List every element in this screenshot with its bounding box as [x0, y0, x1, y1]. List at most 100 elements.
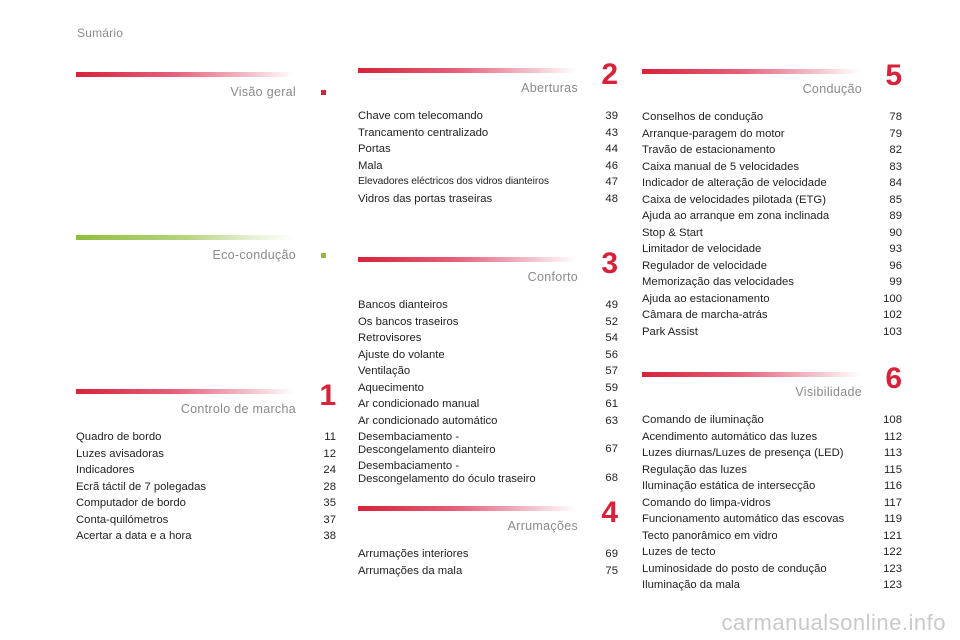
toc-item-page: 11	[324, 431, 336, 443]
section-bar	[358, 68, 576, 73]
toc-item[interactable]: Luzes diurnas/Luzes de presença (LED) 113	[642, 445, 902, 462]
section-title[interactable]: Conforto	[527, 270, 578, 284]
section-title[interactable]: Visibilidade	[795, 385, 862, 399]
section-title[interactable]: Arrumações	[507, 519, 578, 533]
toc-item-label: Luzes avisadoras	[76, 447, 164, 460]
toc-item[interactable]: Portas 44	[358, 141, 618, 158]
section-title[interactable]: Eco-condução	[212, 248, 296, 262]
toc-item[interactable]: Ajuda ao arranque em zona inclinada 89	[642, 208, 902, 225]
toc-item-label: Desembaciamento - Descongelamento do ócul…	[358, 460, 588, 486]
toc-item-label: Luminosidade do posto de condução	[642, 562, 827, 575]
toc-item-label-line: Desembaciamento -	[358, 460, 460, 472]
toc-item[interactable]: Comando de iluminação 108	[642, 412, 902, 429]
section-title[interactable]: Condução	[802, 82, 862, 96]
toc-item-label: Arrumações interiores	[358, 548, 469, 560]
section-title[interactable]: Controlo de marcha	[180, 402, 296, 416]
toc-item-page: 113	[883, 447, 902, 459]
toc-item-label: Elevadores eléctricos dos vidros diantei…	[358, 176, 549, 187]
toc-item-page: 85	[889, 193, 902, 206]
toc-item[interactable]: Elevadores eléctricos dos vidros diantei…	[358, 174, 618, 191]
toc-item[interactable]: Tecto panorâmico em vidro 121	[642, 528, 902, 545]
toc-item[interactable]: Mala 46	[358, 158, 618, 175]
toc-item[interactable]: Conta-quilómetros 37	[76, 512, 336, 529]
toc-item-page: 46	[605, 159, 618, 172]
toc-item[interactable]: Bancos dianteiros 49	[358, 297, 618, 314]
toc-item[interactable]: Aquecimento 59	[358, 380, 618, 397]
toc-item-page: 47	[605, 176, 618, 188]
toc-item[interactable]: Iluminação estática de intersecção 116	[642, 478, 902, 495]
toc-item[interactable]: Limitador de velocidade 93	[642, 241, 902, 258]
section-title[interactable]: Aberturas	[521, 81, 578, 95]
toc-item[interactable]: Câmara de marcha-atrás 102	[642, 307, 902, 324]
toc-item-page: 100	[883, 292, 902, 305]
section-number: 1	[319, 379, 336, 412]
toc-item-label: Conta-quilómetros	[76, 513, 169, 526]
toc-item[interactable]: Ajuda ao estacionamento 100	[642, 291, 902, 308]
toc-item[interactable]: Regulação das luzes 115	[642, 462, 902, 479]
toc-item[interactable]: Funcionamento automático das escovas 119	[642, 511, 902, 528]
toc-item[interactable]: Ar condicionado automático 63	[358, 413, 618, 430]
toc-item[interactable]: Ar condicionado manual 61	[358, 396, 618, 413]
toc-item[interactable]: Acendimento automático das luzes 112	[642, 429, 902, 446]
toc-item-label: Aquecimento	[358, 381, 424, 394]
toc-item[interactable]: Computador de bordo 35	[76, 495, 336, 512]
toc-item[interactable]: Caixa de velocidades pilotada (ETG) 85	[642, 192, 902, 209]
toc-item[interactable]: Iluminação da mala 123	[642, 577, 902, 594]
toc-item[interactable]: Acertar a data e a hora 38	[76, 528, 336, 545]
toc-list: Comando de iluminação 108 Acendimento aut…	[642, 412, 902, 594]
toc-item[interactable]: Arranque-paragem do motor 79	[642, 126, 902, 143]
toc-item[interactable]: Arrumações da mala 75	[358, 563, 618, 580]
section-bar	[642, 69, 860, 74]
section-visibilidade: Visibilidade 6 Comando de iluminação 108 …	[642, 364, 902, 594]
toc-item[interactable]: Os bancos traseiros 52	[358, 314, 618, 331]
toc-item[interactable]: Ventilação 57	[358, 363, 618, 380]
toc-item[interactable]: Quadro de bordo 11	[76, 429, 336, 446]
toc-item[interactable]: Travão de estacionamento 82	[642, 142, 902, 159]
toc-item[interactable]: Chave com telecomando 39	[358, 108, 618, 125]
toc-item-page: 90	[889, 226, 902, 239]
toc-item[interactable]: Luminosidade do posto de condução 123	[642, 561, 902, 578]
toc-item[interactable]: Vidros das portas traseiras 48	[358, 191, 618, 208]
toc-item-label: Acendimento automático das luzes	[642, 430, 818, 443]
toc-list: Chave com telecomando 39 Trancamento cent…	[358, 108, 618, 207]
toc-item-page: 69	[605, 548, 618, 560]
toc-item-label-line: Descongelamento dianteiro	[358, 444, 496, 456]
toc-item[interactable]: Luzes de tecto 122	[642, 544, 902, 561]
toc-item[interactable]: Regulador de velocidade 96	[642, 258, 902, 275]
toc-item[interactable]: Park Assist 103	[642, 324, 902, 341]
toc-item[interactable]: Ajuste do volante 56	[358, 347, 618, 364]
section-title[interactable]: Visão geral	[230, 85, 296, 99]
toc-item-label: Desembaciamento - Descongelamento diantei…	[358, 431, 588, 457]
toc-item[interactable]: Memorização das velocidades 99	[642, 274, 902, 291]
toc-item[interactable]: Stop & Start 90	[642, 225, 902, 242]
toc-item-page: 103	[883, 325, 902, 338]
toc-item-page: 123	[883, 562, 902, 575]
toc-item[interactable]: Desembaciamento - Descongelamento do ócul…	[358, 460, 618, 486]
toc-item[interactable]: Conselhos de condução 78	[642, 109, 902, 126]
toc-item[interactable]: Indicadores 24	[76, 462, 336, 479]
section-conforto: Conforto 3 Bancos dianteiros 49 Os bancos…	[358, 249, 618, 489]
toc-item[interactable]: Comando do limpa-vidros 117	[642, 495, 902, 512]
section-bar	[76, 235, 294, 240]
section-bar	[642, 372, 860, 377]
toc-item[interactable]: Luzes avisadoras 12	[76, 446, 336, 463]
toc-item[interactable]: Arrumações interiores 69	[358, 546, 618, 563]
section-number: 4	[601, 496, 618, 529]
toc-item[interactable]: Ecrã táctil de 7 polegadas 28	[76, 479, 336, 496]
toc-item[interactable]: Indicador de alteração de velocidade 84	[642, 175, 902, 192]
toc-item-label: Ar condicionado automático	[358, 414, 498, 427]
toc-item-page: 121	[883, 529, 902, 542]
toc-item-label: Chave com telecomando	[358, 110, 483, 122]
toc-item[interactable]: Trancamento centralizado 43	[358, 125, 618, 142]
toc-item-page: 68	[605, 471, 618, 484]
toc-item-page: 43	[605, 126, 618, 139]
toc-item[interactable]: Desembaciamento - Descongelamento diantei…	[358, 431, 618, 457]
toc-item-label: Stop & Start	[642, 226, 703, 239]
section-header: Eco-condução	[76, 235, 336, 275]
toc-item-label: Ventilação	[358, 365, 411, 377]
toc-item[interactable]: Retrovisores 54	[358, 330, 618, 347]
watermark: carmanualsonline.info	[721, 610, 946, 635]
section-marker-icon	[321, 90, 326, 95]
toc-item[interactable]: Caixa manual de 5 velocidades 83	[642, 159, 902, 176]
toc-item-page: 82	[889, 144, 902, 156]
